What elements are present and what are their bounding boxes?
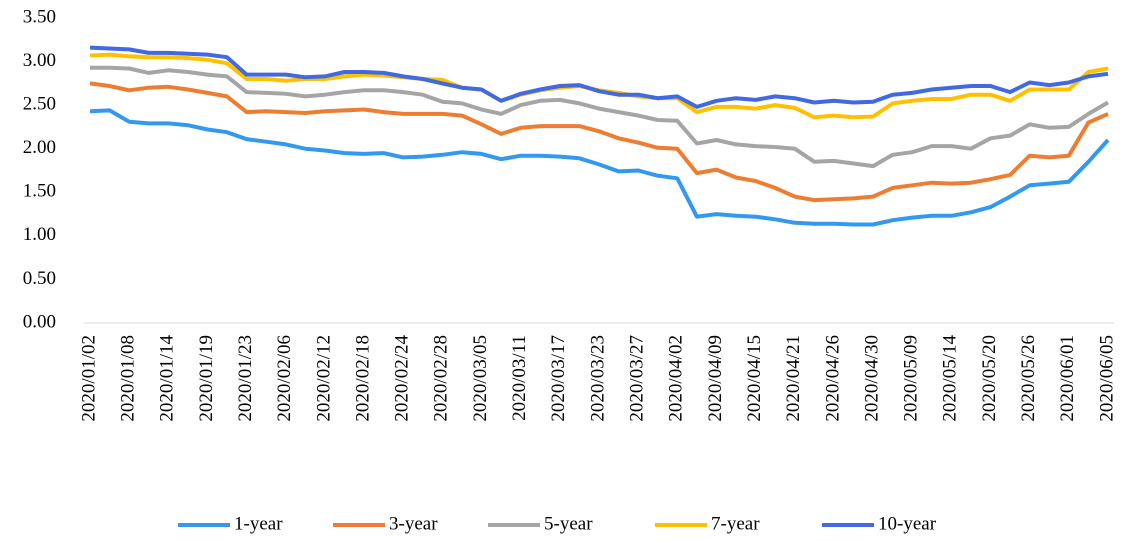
x-tick-label: 2020/05/20 [979, 335, 1000, 422]
x-tick-label: 2020/02/06 [274, 335, 295, 422]
y-tick-label: 0.00 [23, 311, 56, 332]
x-tick-label: 2020/04/15 [744, 335, 765, 422]
x-tick-label: 2020/03/05 [470, 335, 491, 422]
x-tick-label: 2020/02/12 [313, 335, 334, 422]
x-tick-label: 2020/01/02 [78, 335, 99, 422]
x-tick-label: 2020/03/27 [627, 335, 648, 422]
x-tick-label: 2020/02/18 [352, 335, 373, 422]
y-tick-label: 3.50 [23, 6, 56, 27]
x-tick-label: 2020/04/30 [861, 335, 882, 422]
legend-label: 1-year [234, 513, 283, 534]
legend-label: 10-year [878, 513, 937, 534]
x-tick-label: 2020/01/23 [235, 335, 256, 422]
x-tick-label: 2020/01/19 [196, 335, 217, 422]
series-line [89, 81, 1109, 203]
x-tick-label: 2020/02/28 [431, 335, 452, 422]
x-tick-label: 2020/02/24 [392, 335, 413, 422]
legend-label: 3-year [389, 513, 438, 534]
x-tick-label: 2020/01/08 [118, 335, 139, 422]
y-tick-label: 3.00 [23, 50, 56, 71]
y-tick-label: 0.50 [23, 268, 56, 289]
series-line [89, 45, 1109, 109]
x-tick-label: 2020/05/26 [1018, 335, 1039, 422]
x-tick-label: 2020/05/14 [940, 335, 961, 422]
y-tick-label: 2.50 [23, 94, 56, 115]
legend-label: 7-year [711, 513, 760, 534]
x-tick-label: 2020/01/14 [157, 335, 178, 422]
x-tick-label: 2020/03/17 [548, 335, 569, 422]
x-tick-label: 2020/06/05 [1096, 335, 1117, 422]
y-tick-label: 2.00 [23, 137, 56, 158]
x-tick-label: 2020/03/11 [509, 335, 530, 421]
series-line [90, 65, 1110, 169]
x-tick-label: 2020/04/09 [705, 335, 726, 422]
x-tick-label: 2020/05/09 [901, 335, 922, 422]
x-tick-label: 2020/04/21 [783, 335, 804, 422]
x-tick-label: 2020/04/26 [822, 335, 843, 422]
y-tick-label: 1.00 [23, 224, 56, 245]
y-tick-label: 1.50 [23, 181, 56, 202]
series-line [89, 108, 1110, 227]
legend-label: 5-year [544, 513, 593, 534]
x-tick-label: 2020/06/01 [1057, 335, 1078, 422]
x-tick-label: 2020/04/02 [666, 335, 687, 422]
x-tick-label: 2020/03/23 [587, 335, 608, 422]
